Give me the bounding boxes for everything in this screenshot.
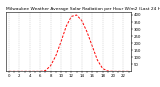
Text: Milwaukee Weather Average Solar Radiation per Hour W/m2 (Last 24 Hours): Milwaukee Weather Average Solar Radiatio…: [6, 7, 160, 11]
